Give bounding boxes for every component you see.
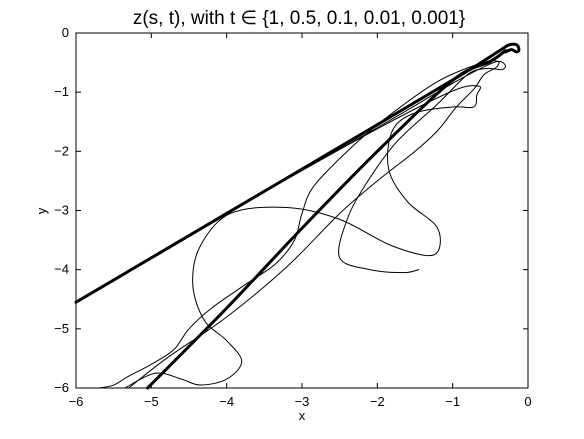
x-tick-label: −3 (295, 394, 310, 409)
y-axis-label: y (34, 207, 49, 214)
y-tick-label: −3 (54, 203, 69, 218)
y-tick-label: −4 (54, 262, 69, 277)
x-axis-label: x (299, 408, 306, 423)
x-tick-label: −6 (69, 394, 84, 409)
plot-curves (74, 42, 521, 390)
y-tick-label: −6 (54, 380, 69, 395)
chart-title: z(s, t), with t ∈ {1, 0.5, 0.1, 0.01, 0.… (133, 8, 465, 29)
x-tick-label: −2 (370, 394, 385, 409)
y-tick-label: −1 (54, 84, 69, 99)
x-tick-label: −1 (445, 394, 460, 409)
x-axis-ticks: −6 −5 −4 −3 −2 −1 0 (69, 33, 532, 409)
curve-3 (75, 60, 506, 303)
y-tick-label: −5 (54, 321, 69, 336)
plot-frame (75, 32, 529, 389)
curve-2 (146, 49, 507, 390)
y-axis-ticks: 0 −1 −2 −3 −4 −5 −6 (54, 25, 528, 395)
curve-4 (98, 59, 500, 389)
x-tick-label: −5 (144, 394, 159, 409)
curve-5 (75, 85, 481, 389)
y-tick-label: 0 (62, 25, 69, 40)
x-tick-label: −4 (219, 394, 234, 409)
y-tick-label: −2 (54, 143, 69, 158)
x-tick-label: 0 (524, 394, 531, 409)
